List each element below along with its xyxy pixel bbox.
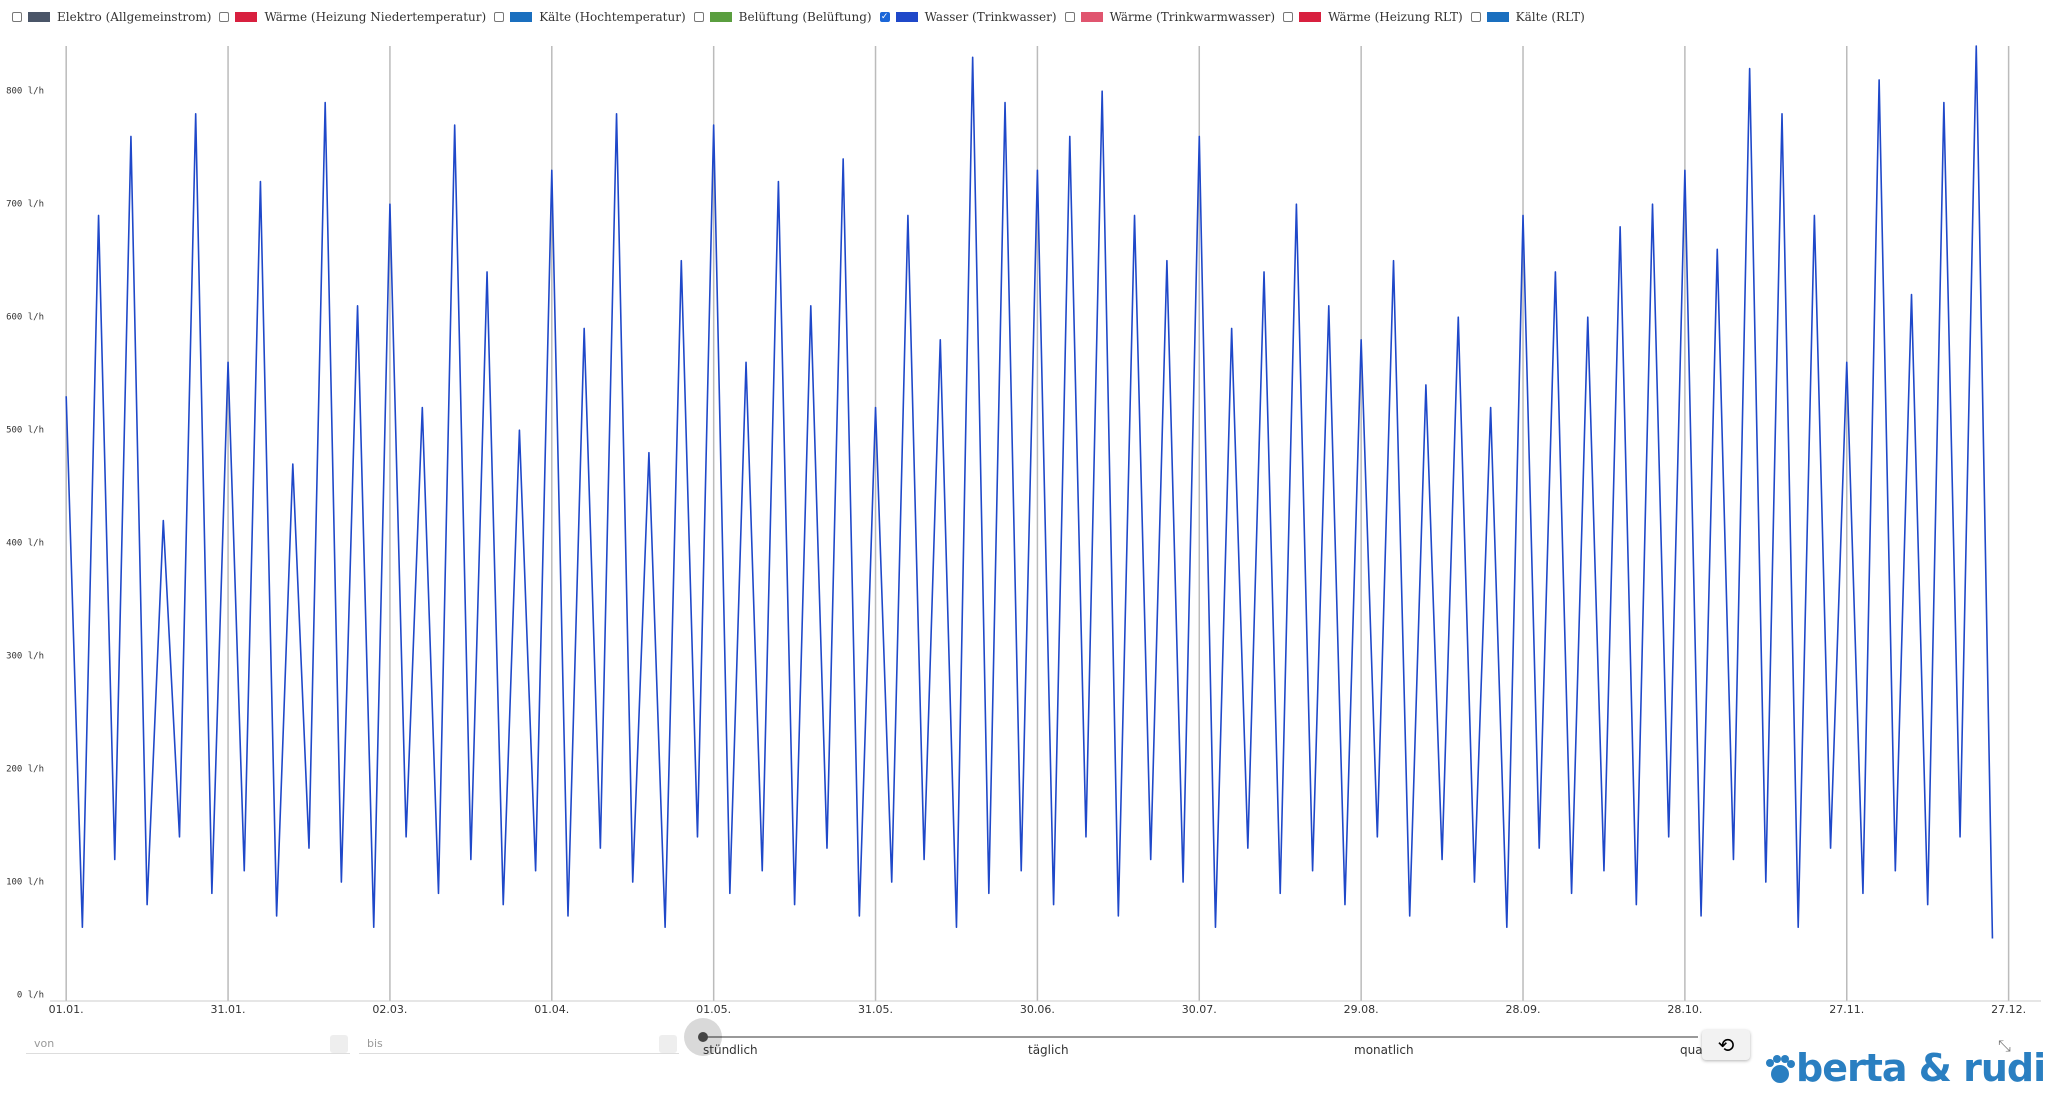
x-tick-label: 31.01. bbox=[211, 1003, 246, 1016]
x-tick-label: 29.08. bbox=[1344, 1003, 1379, 1016]
y-tick-label: 400 l/h bbox=[6, 539, 44, 549]
slider-track bbox=[703, 1036, 1698, 1038]
x-tick-label: 31.05. bbox=[858, 1003, 893, 1016]
x-tick-label: 27.11. bbox=[1829, 1003, 1864, 1016]
legend-swatch bbox=[1486, 12, 1509, 22]
y-tick-label: 300 l/h bbox=[6, 652, 44, 662]
to-placeholder: bis bbox=[367, 1037, 383, 1050]
legend-label: Wasser (Trinkwasser) bbox=[924, 10, 1057, 24]
legend-swatch bbox=[895, 12, 918, 22]
y-tick-label: 600 l/h bbox=[6, 313, 44, 323]
checkbox[interactable] bbox=[494, 12, 505, 22]
legend-item[interactable]: Elektro (Allgemeinstrom) bbox=[12, 10, 211, 24]
data-line bbox=[65, 45, 1994, 939]
x-tick-label: 28.10. bbox=[1667, 1003, 1702, 1016]
y-tick-label: 500 l/h bbox=[6, 426, 44, 436]
legend-label: Belüftung (Belüftung) bbox=[738, 10, 872, 24]
reset-button[interactable]: ⟲ bbox=[1702, 1030, 1750, 1060]
legend-item[interactable]: Kälte (Hochtemperatur) bbox=[494, 10, 686, 24]
legend-label: Kälte (Hochtemperatur) bbox=[539, 10, 686, 24]
logo: berta & rudi bbox=[1796, 1046, 2046, 1090]
y-tick-label: 700 l/h bbox=[6, 200, 44, 210]
to-input[interactable]: bis bbox=[359, 1034, 679, 1054]
legend-swatch bbox=[1080, 12, 1103, 22]
x-tick-label: 30.07. bbox=[1182, 1003, 1217, 1016]
legend-swatch bbox=[235, 12, 258, 22]
chart: 0 l/h 100 l/h 200 l/h 300 l/h 400 l/h 500 l/h… bbox=[6, 45, 2041, 1016]
y-tick-label: 800 l/h bbox=[6, 87, 44, 97]
legend-label: Wärme (Trinkwarmwasser) bbox=[1109, 10, 1276, 24]
checkbox[interactable] bbox=[12, 12, 22, 22]
legend-label: Elektro (Allgemeinstrom) bbox=[57, 10, 212, 24]
checkbox[interactable] bbox=[693, 12, 704, 22]
legend-item[interactable]: Kälte (RLT) bbox=[1470, 10, 1585, 24]
y-tick-label: 0 l/h bbox=[17, 991, 44, 1001]
legend-label: Wärme (Heizung RLT) bbox=[1328, 10, 1463, 24]
logo-paw bbox=[1766, 1055, 1795, 1083]
legend: Elektro (Allgemeinstrom) Wärme (Heizung N… bbox=[12, 10, 1593, 24]
legend-label: Kälte (RLT) bbox=[1515, 10, 1585, 24]
legend-label: Wärme (Heizung Niedertemperatur) bbox=[264, 10, 487, 24]
from-input[interactable]: von bbox=[26, 1034, 350, 1054]
legend-item[interactable]: Wärme (Heizung Niedertemperatur) bbox=[219, 10, 486, 24]
y-tick-label: 100 l/h bbox=[6, 878, 44, 888]
checkbox[interactable] bbox=[1283, 12, 1294, 22]
interval-label[interactable]: quar bbox=[1680, 1043, 1708, 1057]
y-tick-label: 200 l/h bbox=[6, 765, 44, 775]
compress-icon[interactable]: ⤡ bbox=[1998, 1036, 2011, 1055]
legend-swatch bbox=[28, 12, 50, 22]
legend-swatch bbox=[1299, 12, 1322, 22]
from-placeholder: von bbox=[34, 1037, 55, 1050]
interval-label[interactable]: täglich bbox=[1028, 1043, 1069, 1057]
calendar-button[interactable] bbox=[659, 1035, 677, 1053]
x-tick-label: 28.09. bbox=[1506, 1003, 1541, 1016]
x-tick-label: 01.04. bbox=[534, 1003, 569, 1016]
x-tick-label: 01.01. bbox=[49, 1003, 84, 1016]
checkbox[interactable]: ✓ bbox=[879, 12, 890, 22]
x-tick-label: 27.12. bbox=[1991, 1003, 2026, 1016]
calendar-button[interactable] bbox=[330, 1035, 348, 1053]
legend-item[interactable]: Wärme (Heizung RLT) bbox=[1283, 10, 1463, 24]
x-tick-label: 30.06. bbox=[1020, 1003, 1055, 1016]
checkbox[interactable] bbox=[1470, 12, 1481, 22]
legend-item[interactable]: Wärme (Trinkwarmwasser) bbox=[1064, 10, 1276, 24]
x-tick-label: 01.05. bbox=[696, 1003, 731, 1016]
checkbox[interactable] bbox=[219, 12, 230, 22]
legend-swatch bbox=[510, 12, 533, 22]
slider-knob[interactable] bbox=[698, 1032, 708, 1042]
interval-label[interactable]: stündlich bbox=[703, 1043, 758, 1057]
checkbox[interactable] bbox=[1064, 12, 1075, 22]
legend-item[interactable]: Belüftung (Belüftung) bbox=[693, 10, 872, 24]
x-tick-label: 02.03. bbox=[372, 1003, 407, 1016]
legend-item[interactable]: ✓ Wasser (Trinkwasser) bbox=[879, 10, 1057, 24]
legend-swatch bbox=[709, 12, 732, 22]
interval-label[interactable]: monatlich bbox=[1354, 1043, 1414, 1057]
